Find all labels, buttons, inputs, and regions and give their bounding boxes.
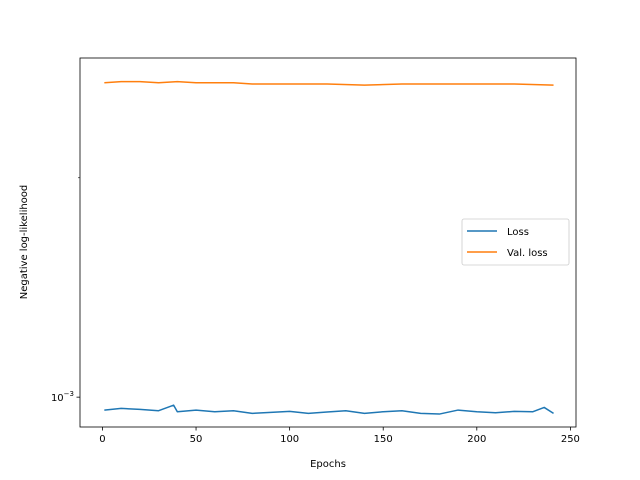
legend-label-val-loss: Val. loss: [507, 248, 548, 259]
legend-label-loss: Loss: [507, 227, 529, 238]
x-tick-label: 0: [99, 434, 105, 445]
y-ticks: 10−3: [51, 177, 80, 404]
x-ticks: 0 50 100 150 200 250: [99, 427, 580, 445]
x-axis-label: Epochs: [310, 459, 346, 470]
x-tick-label: 150: [374, 434, 393, 445]
series-layer: [104, 80, 554, 415]
y-axis-label: Negative log-likelihood: [19, 185, 30, 300]
x-tick-label: 200: [467, 434, 486, 445]
plot-frame: [79, 57, 577, 428]
x-tick-label: 100: [280, 434, 299, 445]
x-tick-label: 250: [561, 434, 580, 445]
legend: Loss Val. loss: [461, 218, 570, 266]
x-tick-label: 50: [190, 434, 203, 445]
y-tick-label: 10−3: [51, 390, 74, 404]
series-line-loss: [104, 404, 554, 415]
series-line-val-loss: [104, 80, 554, 86]
